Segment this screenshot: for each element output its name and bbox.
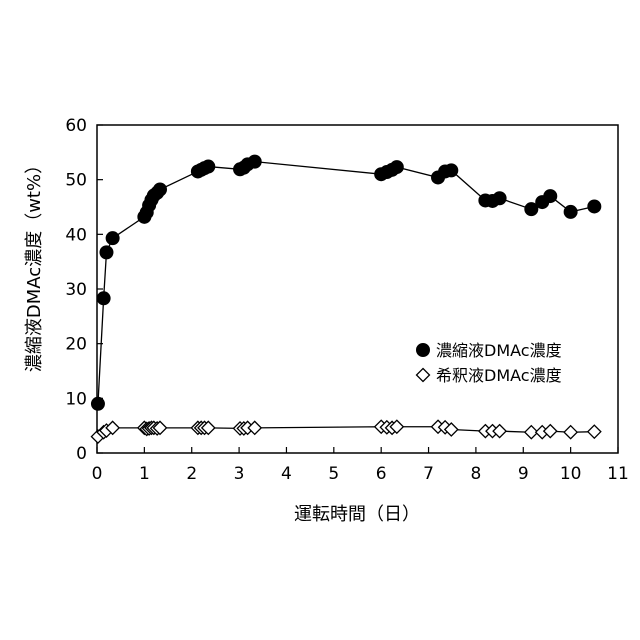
y-tick-label: 50	[65, 171, 87, 191]
data-point-series-1	[544, 190, 557, 203]
x-tick-label: 5	[328, 464, 339, 484]
x-tick-label: 3	[234, 464, 245, 484]
x-tick-label: 10	[560, 464, 582, 484]
legend-label-series-1: 濃縮液DMAc濃度	[436, 341, 562, 360]
x-tick-label: 8	[470, 464, 481, 484]
x-tick-label: 1	[139, 464, 150, 484]
x-tick-label: 6	[376, 464, 387, 484]
data-point-series-1	[493, 192, 506, 205]
data-point-series-1	[100, 246, 113, 259]
legend-marker-series-1	[417, 344, 430, 357]
data-point-series-1	[445, 164, 458, 177]
x-tick-label: 0	[92, 464, 103, 484]
x-tick-label: 7	[423, 464, 434, 484]
data-point-series-1	[153, 183, 166, 196]
x-axis-title: 運転時間（日）	[294, 504, 420, 525]
data-point-series-1	[390, 161, 403, 174]
x-tick-label: 4	[281, 464, 292, 484]
y-tick-label: 0	[76, 444, 87, 464]
data-point-series-1	[202, 160, 215, 173]
y-tick-label: 60	[65, 116, 87, 136]
data-point-series-1	[91, 397, 104, 410]
data-point-series-1	[564, 205, 577, 218]
y-tick-label: 10	[65, 389, 87, 409]
y-tick-label: 20	[65, 335, 87, 355]
y-tick-label: 30	[65, 280, 87, 300]
x-tick-label: 9	[518, 464, 529, 484]
data-point-series-1	[588, 200, 601, 213]
data-point-series-1	[106, 232, 119, 245]
x-tick-label: 11	[607, 464, 629, 484]
legend-label-series-2: 希釈液DMAc濃度	[436, 366, 562, 385]
x-tick-label: 2	[186, 464, 197, 484]
data-point-series-1	[97, 292, 110, 305]
data-point-series-1	[248, 155, 261, 168]
y-tick-label: 40	[65, 225, 87, 245]
y-axis-title: 濃縮液DMAc濃度（wt%）	[24, 156, 45, 372]
